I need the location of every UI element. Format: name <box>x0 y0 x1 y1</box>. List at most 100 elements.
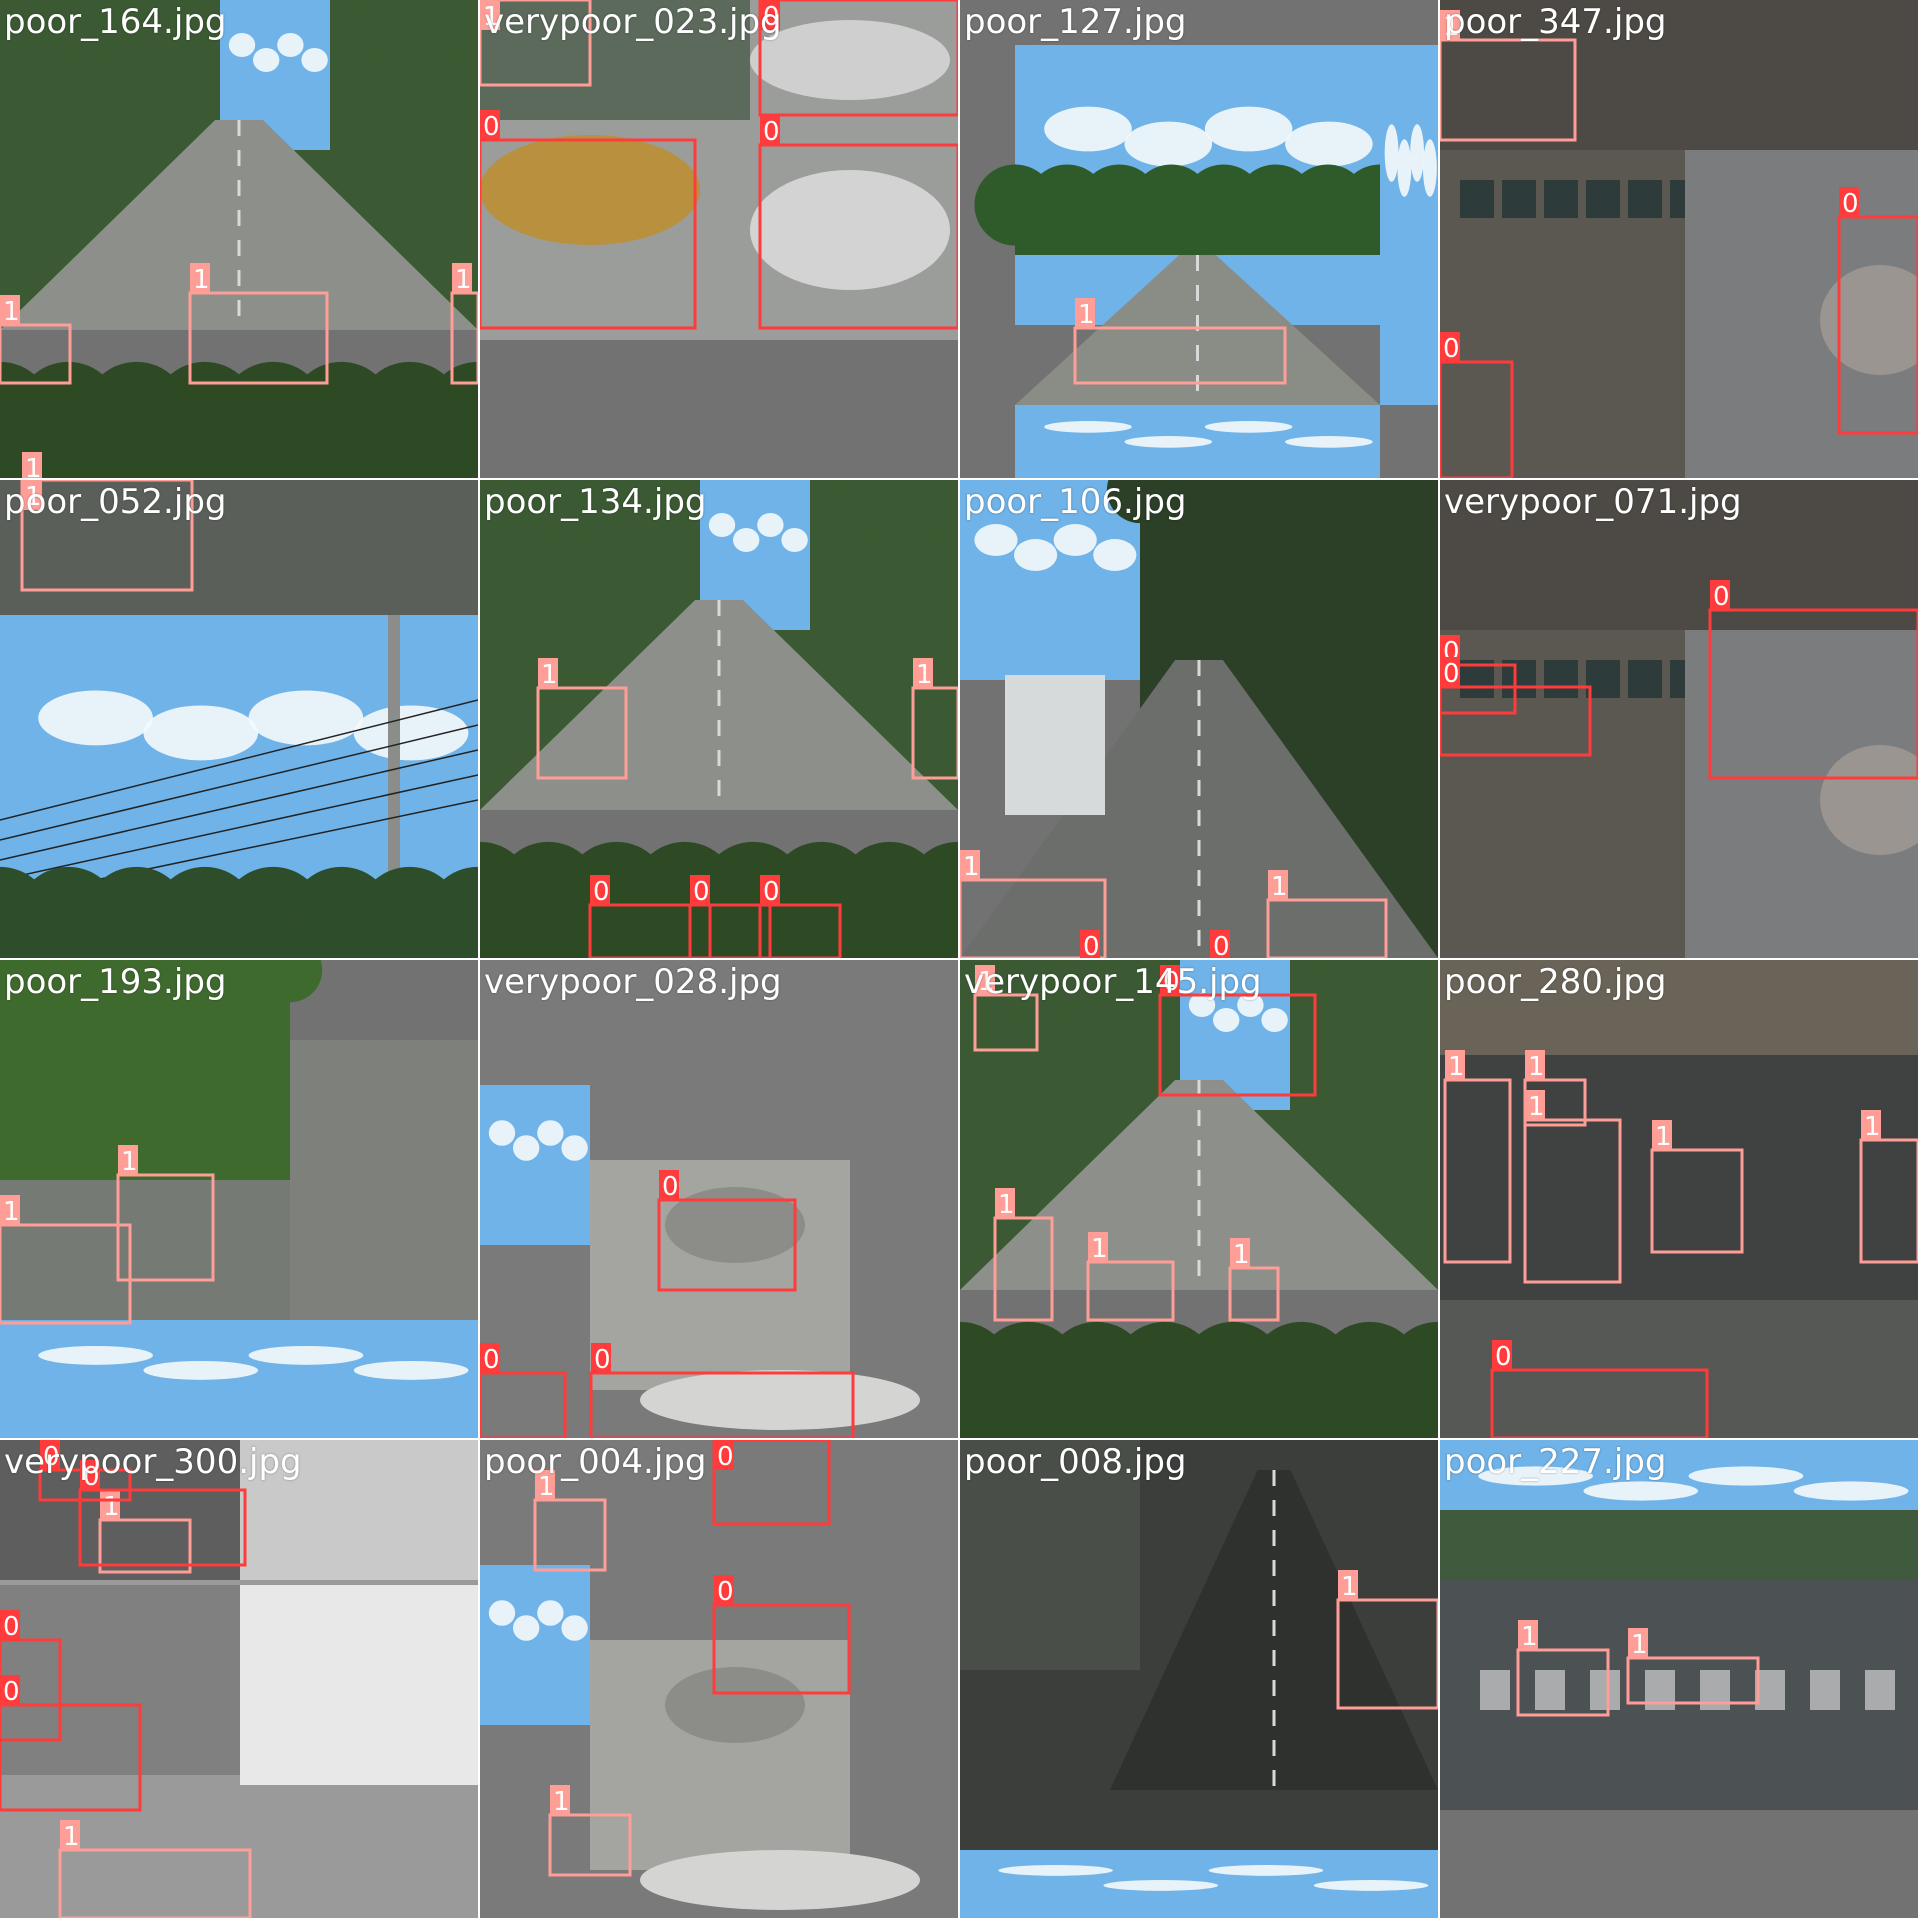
detection-box-class-1: 1 <box>188 263 329 385</box>
detection-label: 0 <box>1495 1342 1512 1372</box>
detection-box-class-1: 1 <box>22 452 42 478</box>
detection-label: 0 <box>1083 932 1100 958</box>
tile-filename: poor_127.jpg <box>964 2 1187 42</box>
scene-pothole-closeup <box>480 1440 958 1918</box>
detection-box-class-0: 0 <box>1490 1340 1709 1438</box>
detection-box-class-1: 1 <box>1086 1232 1175 1322</box>
detection-box-class-1: 1 <box>973 965 1039 1052</box>
detection-label: 0 <box>763 117 780 147</box>
detection-box-class-0: 0 <box>0 1610 62 1742</box>
mosaic-tile: 1 0 1 1 1 verypoor_145.jpg <box>960 960 1438 1438</box>
scene-sky-powerline <box>0 480 478 958</box>
detection-box-class-1: 1 <box>480 0 592 87</box>
scene-puddle <box>480 0 958 340</box>
mosaic-tile: 1 poor_052.jpg <box>0 480 478 958</box>
detection-label: 1 <box>3 297 20 327</box>
tile-filename: verypoor_071.jpg <box>1444 482 1742 522</box>
detection-box-class-0: 0 <box>1210 930 1230 958</box>
scene-forest-road <box>960 960 1438 1438</box>
tile-image: 1 0 1 1 1 <box>960 960 1438 1438</box>
detection-box-class-1: 1 <box>1523 1050 1587 1127</box>
detection-label: 0 <box>483 1345 500 1375</box>
detection-box-class-0: 0 <box>657 1170 797 1292</box>
detection-label: 1 <box>1341 1572 1358 1602</box>
detection-box-class-0: 0 <box>688 875 772 958</box>
mosaic-tile: 1 0 0 0 0 1 verypoor_300.jpg <box>0 1440 478 1918</box>
detection-label: 0 <box>483 112 500 142</box>
mosaic-tile: 0 0 0 verypoor_071.jpg <box>1440 480 1918 958</box>
scene-sky-road <box>974 45 1438 478</box>
detection-label: 1 <box>1091 1234 1108 1264</box>
tile-filename: poor_347.jpg <box>1444 2 1667 42</box>
mosaic-tile: 1 1 poor_227.jpg <box>1440 1440 1918 1918</box>
detection-label: 1 <box>1528 1092 1545 1122</box>
tile-filename: verypoor_300.jpg <box>4 1442 302 1482</box>
mosaic-tile: 1 0 0 1 poor_004.jpg <box>480 1440 958 1918</box>
detection-label: 1 <box>978 967 995 997</box>
tile-filename: poor_134.jpg <box>484 482 707 522</box>
detection-label: 1 <box>1521 1622 1538 1652</box>
tile-filename: poor_164.jpg <box>4 2 227 42</box>
scene-grass-road <box>0 960 478 1438</box>
detection-box-class-1: 1 <box>536 658 628 780</box>
tile-filename: poor_008.jpg <box>964 1442 1187 1482</box>
scene-pothole-closeup <box>480 960 958 1438</box>
detection-box-class-0: 0 <box>0 1675 142 1812</box>
detection-box-class-1: 1 <box>0 295 72 385</box>
detection-box-class-0: 0 <box>78 1460 247 1567</box>
scene-truck-road <box>960 480 1438 958</box>
detection-box-class-0: 0 <box>1158 965 1317 1097</box>
detection-box-class-1: 1 <box>1443 1050 1512 1264</box>
tile-filename: poor_280.jpg <box>1444 962 1667 1002</box>
tile-image: 1 0 0 0 <box>480 0 958 340</box>
detection-label: 1 <box>553 1787 570 1817</box>
detection-label: 0 <box>3 1677 20 1707</box>
detection-label: 0 <box>1213 932 1230 958</box>
detection-label: 1 <box>1078 300 1095 330</box>
tile-filename: verypoor_145.jpg <box>964 962 1262 1002</box>
detection-box-class-0: 0 <box>480 1343 567 1438</box>
detection-label: 1 <box>1443 12 1460 42</box>
detection-label: 1 <box>1864 1112 1881 1142</box>
mosaic-tile: 1 1 poor_193.jpg <box>0 960 478 1438</box>
detection-label: 1 <box>1655 1122 1672 1152</box>
detection-box-class-0: 0 <box>1080 930 1100 958</box>
tile-image: 11 <box>0 960 478 1438</box>
detection-box-class-1: 1 <box>1266 870 1388 958</box>
mosaic-tile: 1 0 0 0 verypoor_023.jpg <box>480 0 958 478</box>
detection-box-class-0: 0 <box>758 0 958 117</box>
detection-label: 0 <box>43 1442 60 1472</box>
detection-box-class-1: 1 <box>533 1470 607 1572</box>
detection-box-class-1: 1 <box>20 480 194 592</box>
detection-label: 1 <box>455 265 472 295</box>
detection-label: 1 <box>483 2 500 32</box>
tile-image: 1 1 0 0 0 <box>480 480 958 958</box>
mosaic-tile: 1 poor_008.jpg <box>960 1440 1438 1918</box>
detection-label: 1 <box>1448 1052 1465 1082</box>
detection-label: 0 <box>763 2 780 32</box>
detection-box-class-0: 0 <box>1708 580 1918 780</box>
tile-filename: verypoor_023.jpg <box>484 2 782 42</box>
detection-label: 1 <box>1271 872 1288 902</box>
scene-forest-road <box>480 480 958 958</box>
tile-image: 000 <box>1440 480 1918 958</box>
detection-label: 0 <box>1443 659 1460 689</box>
detection-label: 1 <box>103 1492 120 1522</box>
tile-image: 1 1 1 1 1 0 <box>1440 960 1918 1438</box>
detection-label: 1 <box>538 1472 555 1502</box>
detection-box-class-1: 1 <box>1650 1120 1744 1254</box>
detection-box-class-0: 0 <box>480 110 697 330</box>
detection-label: 0 <box>1842 189 1859 219</box>
mosaic-tile: 1 poor_127.jpg <box>960 0 1438 478</box>
detection-box-class-1: 1 <box>116 1145 215 1282</box>
detection-box-class-1: 1 <box>960 850 1107 958</box>
detection-label: 0 <box>1163 967 1180 997</box>
detection-label: 1 <box>3 1197 20 1227</box>
detection-label: 1 <box>1528 1052 1545 1082</box>
tile-filename: poor_052.jpg <box>4 482 227 522</box>
detection-box-class-0: 0 <box>1440 657 1592 757</box>
